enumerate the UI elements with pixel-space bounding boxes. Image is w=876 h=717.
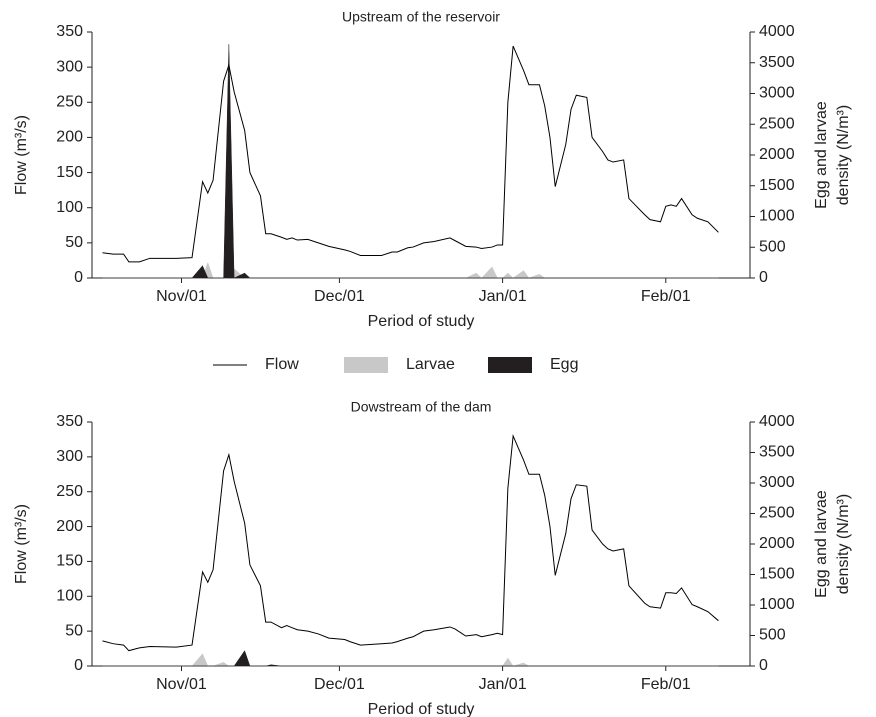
- y2-tick-label: 3000: [759, 474, 795, 491]
- y-tick-label: 50: [65, 622, 83, 639]
- x-tick-label: Dec/01: [314, 676, 365, 693]
- y2-tick-label: 1500: [759, 566, 795, 583]
- y-tick-label: 200: [56, 129, 83, 146]
- x-tick-label: Jan/01: [479, 676, 527, 693]
- y-tick-label: 300: [56, 448, 83, 465]
- y2-tick-label: 0: [759, 269, 768, 286]
- y2-tick-label: 3000: [759, 85, 795, 102]
- y-tick-label: 300: [56, 58, 83, 75]
- y2-tick-label: 1000: [759, 208, 795, 225]
- chart-title: Dowstream of the dam: [351, 399, 492, 415]
- y2-tick-label: 500: [759, 627, 786, 644]
- y2-axis-label: Egg and larvae: [813, 490, 830, 598]
- y2-tick-label: 2000: [759, 535, 795, 552]
- y2-axis-label: density (N/m³): [835, 105, 852, 205]
- x-axis-label: Period of study: [368, 313, 475, 330]
- y-tick-label: 0: [74, 657, 83, 674]
- y2-tick-label: 2500: [759, 505, 795, 522]
- legend-swatch: [344, 357, 388, 373]
- y2-tick-label: 2000: [759, 146, 795, 163]
- y2-tick-label: 4000: [759, 23, 795, 40]
- x-tick-label: Nov/01: [156, 288, 207, 305]
- y2-tick-label: 500: [759, 238, 786, 255]
- y2-tick-label: 3500: [759, 444, 795, 461]
- x-tick-label: Nov/01: [156, 676, 207, 693]
- density-area: [102, 653, 719, 667]
- x-tick-label: Jan/01: [479, 288, 527, 305]
- y2-axis-label: density (N/m³): [835, 494, 852, 594]
- y2-tick-label: 3500: [759, 54, 795, 71]
- y-tick-label: 200: [56, 518, 83, 535]
- y-tick-label: 250: [56, 94, 83, 111]
- legend-label: Flow: [265, 356, 299, 373]
- y-tick-label: 50: [65, 234, 83, 251]
- y-axis-label: Flow (m³/s): [13, 115, 30, 195]
- y2-tick-label: 1500: [759, 177, 795, 194]
- y-axis-label: Flow (m³/s): [13, 504, 30, 584]
- x-axis-label: Period of study: [368, 701, 475, 717]
- legend-label: Larvae: [406, 356, 455, 373]
- y2-tick-label: 1000: [759, 596, 795, 613]
- x-tick-label: Dec/01: [314, 288, 365, 305]
- y-tick-label: 100: [56, 588, 83, 605]
- density-area: [102, 650, 719, 667]
- y-tick-label: 150: [56, 164, 83, 181]
- density-area: [102, 44, 719, 279]
- y2-tick-label: 4000: [759, 413, 795, 430]
- flow-line: [102, 45, 719, 263]
- legend-swatch: [488, 357, 532, 373]
- y-tick-label: 150: [56, 553, 83, 570]
- y-tick-label: 0: [74, 269, 83, 286]
- y-tick-label: 350: [56, 23, 83, 40]
- y-tick-label: 250: [56, 483, 83, 500]
- y-tick-label: 350: [56, 413, 83, 430]
- y-tick-label: 100: [56, 199, 83, 216]
- y2-tick-label: 0: [759, 657, 768, 674]
- x-tick-label: Feb/01: [641, 288, 691, 305]
- flow-line: [102, 433, 719, 652]
- y2-axis-label: Egg and larvae: [813, 101, 830, 209]
- y2-tick-label: 2500: [759, 115, 795, 132]
- legend-label: Egg: [550, 356, 578, 373]
- chart-title: Upstream of the reservoir: [342, 9, 500, 25]
- x-tick-label: Feb/01: [641, 676, 691, 693]
